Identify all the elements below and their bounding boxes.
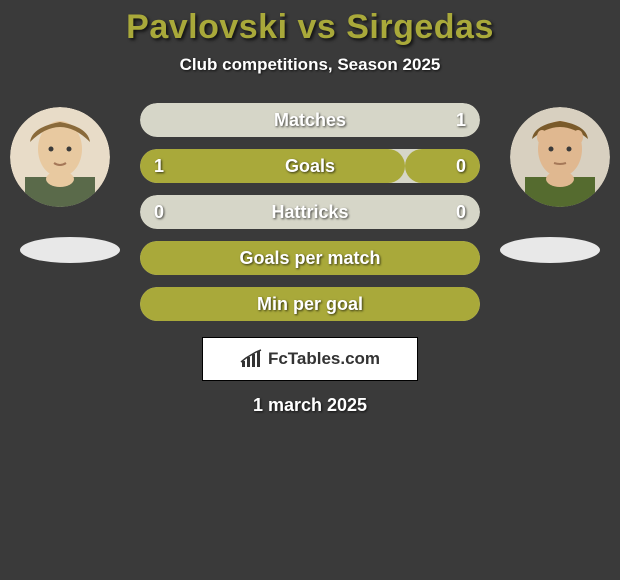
stat-bar-row: Matches1 xyxy=(140,103,480,137)
stats-area: Matches1 Goals10 Hattricks00 Goals per matc… xyxy=(0,103,620,321)
stat-bar-bg xyxy=(140,195,480,229)
chart-icon xyxy=(240,349,264,369)
source-logo: FcTables.com xyxy=(202,337,418,381)
stat-bars: Matches1 Goals10 Hattricks00 Goals per matc… xyxy=(140,103,480,321)
player-right-avatar xyxy=(510,107,610,207)
page-title: Pavlovski vs Sirgedas xyxy=(0,8,620,47)
date-text: 1 march 2025 xyxy=(0,395,620,416)
comparison-infographic: Pavlovski vs Sirgedas Club competitions,… xyxy=(0,0,620,416)
logo-text: FcTables.com xyxy=(268,349,380,369)
stat-bar-row: Hattricks00 xyxy=(140,195,480,229)
stat-bar-full-fill xyxy=(140,241,480,275)
stat-bar-left-fill xyxy=(140,149,405,183)
player-left-avatar xyxy=(10,107,110,207)
stat-bar-row: Min per goal xyxy=(140,287,480,321)
avatar-placeholder-icon xyxy=(10,107,110,207)
stat-bar-row: Goals per match xyxy=(140,241,480,275)
avatar-placeholder-icon xyxy=(510,107,610,207)
stat-bar-row: Goals10 xyxy=(140,149,480,183)
stat-bar-full-fill xyxy=(140,287,480,321)
avatar-shadow-left xyxy=(20,237,120,263)
stat-bar-right-fill xyxy=(405,149,480,183)
stat-bar-bg xyxy=(140,103,480,137)
subtitle: Club competitions, Season 2025 xyxy=(0,55,620,75)
avatar-shadow-right xyxy=(500,237,600,263)
